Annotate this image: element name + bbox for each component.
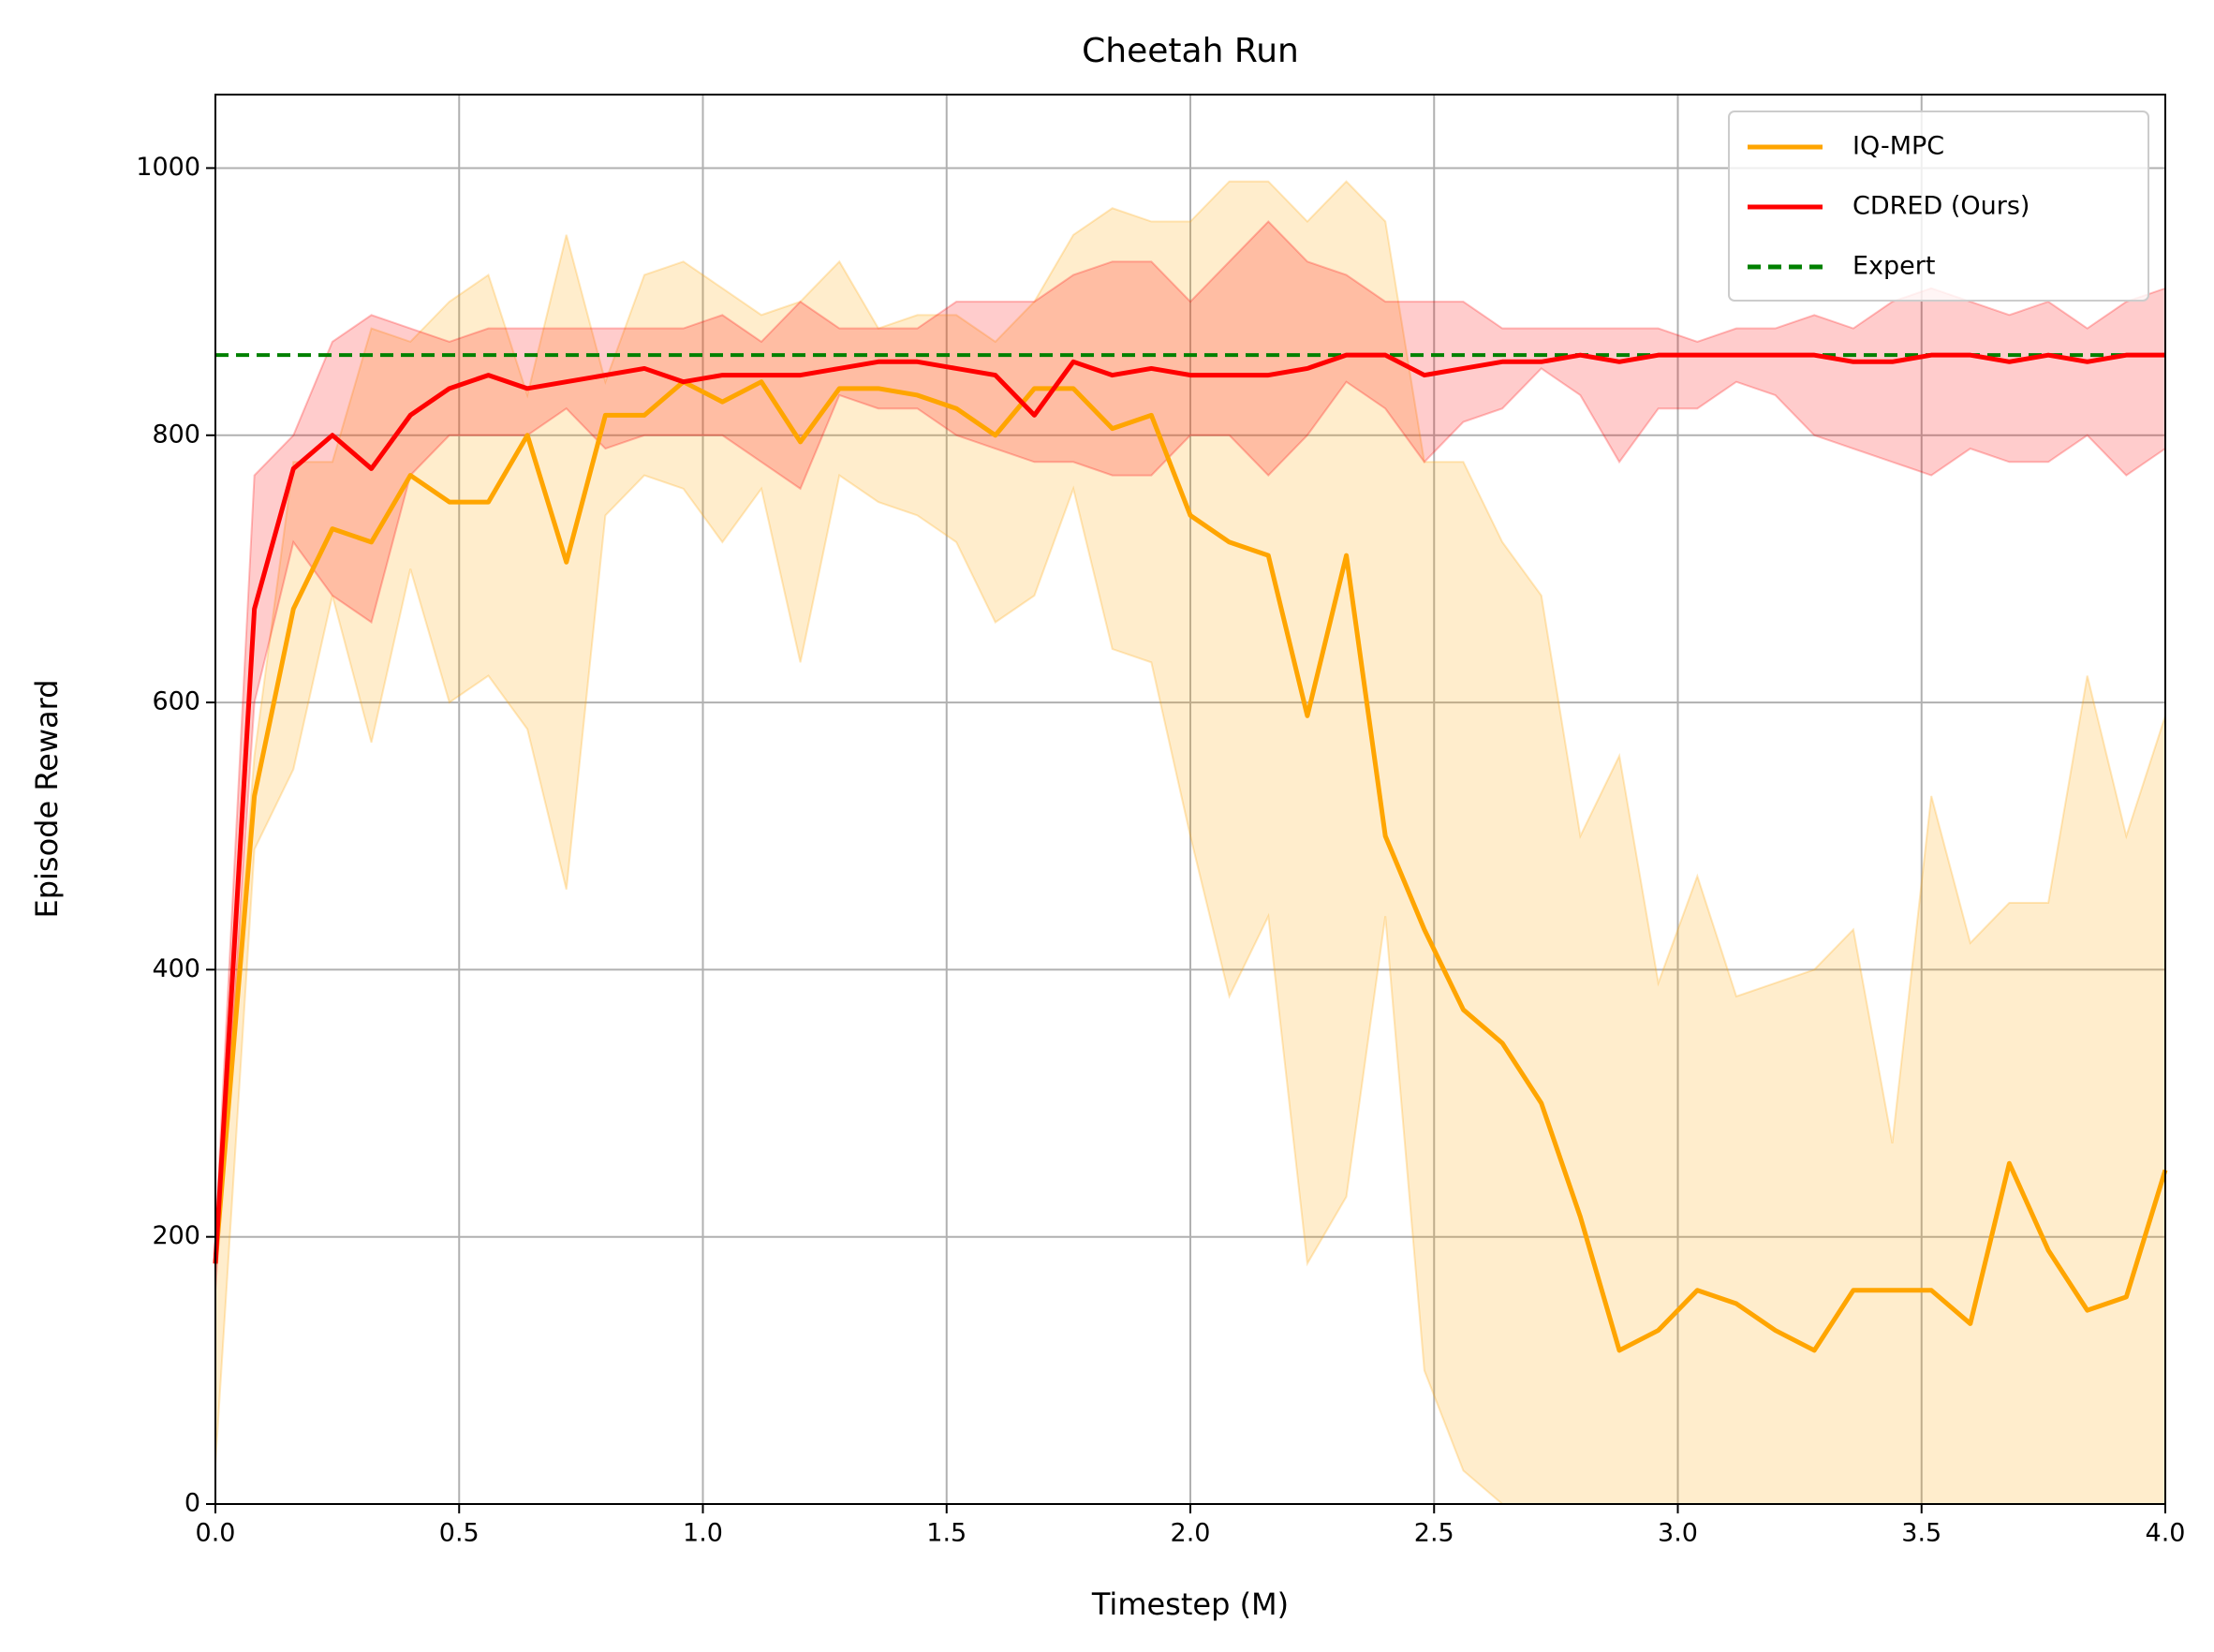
x-tick-label: 3.0: [1658, 1519, 1698, 1548]
y-tick-label: 800: [152, 420, 200, 449]
legend: [1728, 111, 2149, 302]
x-axis-label: Timestep (M): [1091, 1586, 1289, 1622]
line: [213, 352, 2165, 1264]
legend-label: Expert: [1852, 252, 1935, 281]
x-tick-label: 3.5: [1901, 1519, 1941, 1548]
y-axis-label: Episode Reward: [29, 679, 65, 918]
line: [213, 379, 2168, 1353]
x-tick-label: 0.5: [439, 1519, 480, 1548]
plot-frame: [214, 94, 2166, 1505]
x-tick-label: 4.0: [2146, 1519, 2186, 1548]
y-tick-label: 200: [152, 1221, 200, 1250]
chart-title: Cheetah Run: [1082, 32, 1299, 70]
x-tick-label: 1.5: [926, 1519, 967, 1548]
y-tick-label: 400: [152, 954, 200, 983]
x-tick-label: 1.0: [683, 1519, 723, 1548]
y-tick-label: 600: [152, 687, 200, 716]
x-tick-label: 2.0: [1171, 1519, 1211, 1548]
x-tick-label: 0.0: [196, 1519, 236, 1548]
y-tick-label: 0: [184, 1489, 200, 1518]
legend-label: CDRED (Ours): [1852, 192, 2030, 221]
x-tick-label: 2.5: [1414, 1519, 1454, 1548]
y-tick-label: 1000: [136, 153, 200, 182]
legend-label: IQ-MPC: [1852, 132, 1944, 161]
